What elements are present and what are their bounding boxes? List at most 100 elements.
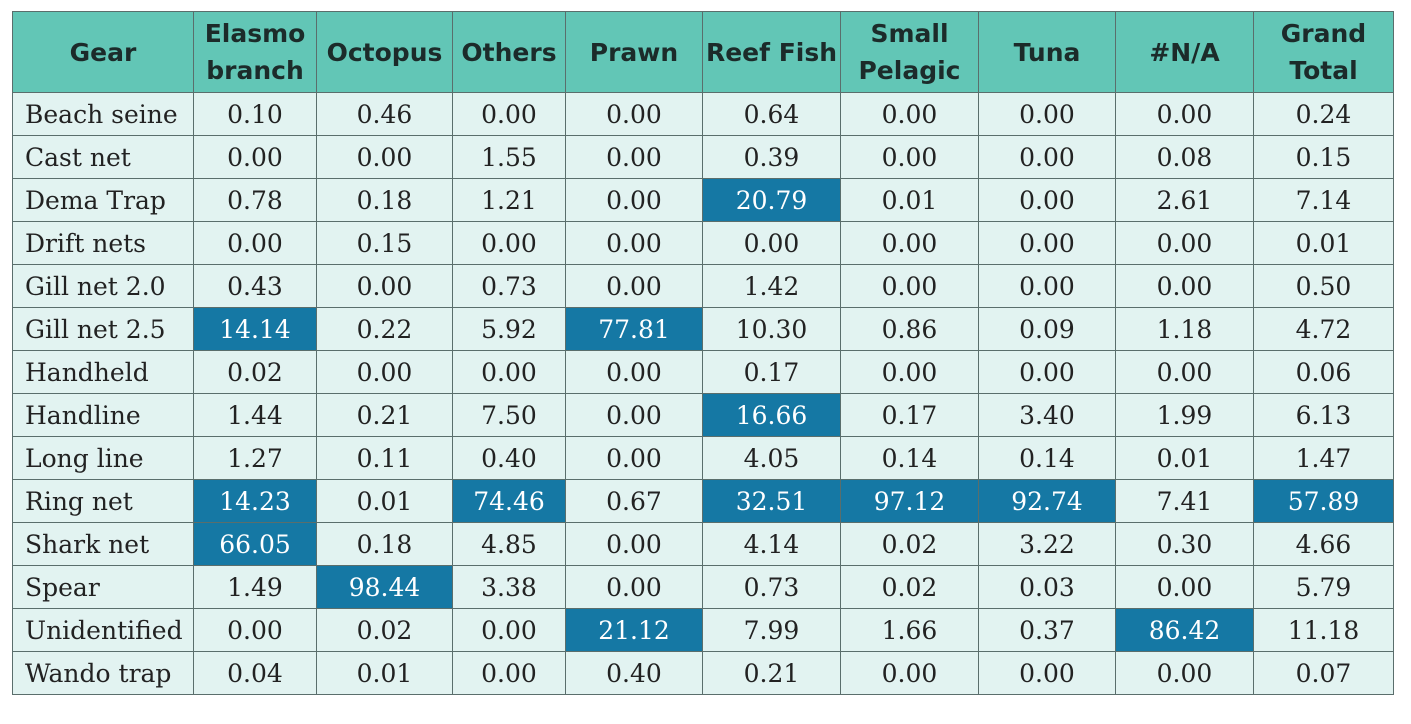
column-header: Octopus (316, 11, 453, 93)
gear-name-cell: Ring net (12, 479, 194, 523)
gear-name-cell: Shark net (12, 522, 194, 566)
value-cell: 0.00 (840, 92, 979, 136)
value-cell: 3.38 (452, 565, 566, 609)
table-header: Gear Elasmo branch Octopus Others Prawn Reef … (12, 11, 1394, 93)
value-cell: 0.00 (1115, 264, 1254, 308)
value-cell: 11.18 (1253, 608, 1394, 652)
value-cell: 0.00 (452, 92, 566, 136)
value-cell: 4.72 (1253, 307, 1394, 351)
value-cell: 0.46 (316, 92, 453, 136)
table-row: Cast net 0.00 0.00 1.55 0.00 0.39 0.00 0.00 0.08… (12, 135, 1394, 179)
gear-catch-table: Gear Elasmo branch Octopus Others Prawn Reef … (12, 11, 1394, 695)
highlighted-value-cell: 21.12 (565, 608, 703, 652)
value-cell: 0.00 (702, 221, 841, 265)
value-cell: 0.00 (452, 608, 566, 652)
value-cell: 0.00 (1115, 221, 1254, 265)
value-cell: 0.08 (1115, 135, 1254, 179)
highlighted-value-cell: 57.89 (1253, 479, 1394, 523)
value-cell: 0.00 (452, 350, 566, 394)
value-cell: 0.00 (840, 135, 979, 179)
value-cell: 0.00 (565, 264, 703, 308)
value-cell: 0.64 (702, 92, 841, 136)
value-cell: 0.17 (840, 393, 979, 437)
value-cell: 1.99 (1115, 393, 1254, 437)
column-header: Elasmo branch (193, 11, 317, 93)
value-cell: 0.00 (978, 135, 1116, 179)
value-cell: 0.00 (193, 221, 317, 265)
value-cell: 1.18 (1115, 307, 1254, 351)
value-cell: 0.73 (702, 565, 841, 609)
value-cell: 0.00 (840, 264, 979, 308)
value-cell: 0.18 (316, 178, 453, 222)
value-cell: 0.02 (193, 350, 317, 394)
value-cell: 0.01 (1253, 221, 1394, 265)
gear-name-cell: Cast net (12, 135, 194, 179)
gear-name-cell: Dema Trap (12, 178, 194, 222)
value-cell: 0.00 (565, 522, 703, 566)
table-row: Long line 1.27 0.11 0.40 0.00 4.05 0.14 0.14 0.0… (12, 436, 1394, 480)
value-cell: 0.15 (1253, 135, 1394, 179)
value-cell: 7.14 (1253, 178, 1394, 222)
value-cell: 0.02 (840, 522, 979, 566)
value-cell: 0.00 (978, 178, 1116, 222)
gear-name-cell: Handheld (12, 350, 194, 394)
value-cell: 0.00 (565, 350, 703, 394)
highlighted-value-cell: 14.23 (193, 479, 317, 523)
value-cell: 0.21 (702, 651, 841, 695)
highlighted-value-cell: 98.44 (316, 565, 453, 609)
value-cell: 0.00 (565, 178, 703, 222)
value-cell: 0.00 (1115, 651, 1254, 695)
highlighted-value-cell: 97.12 (840, 479, 979, 523)
value-cell: 0.01 (316, 651, 453, 695)
value-cell: 0.00 (565, 92, 703, 136)
column-header: Tuna (978, 11, 1116, 93)
value-cell: 0.00 (978, 350, 1116, 394)
value-cell: 0.00 (840, 221, 979, 265)
value-cell: 1.42 (702, 264, 841, 308)
column-header-gear: Gear (12, 11, 194, 93)
value-cell: 0.01 (1115, 436, 1254, 480)
gear-name-cell: Beach seine (12, 92, 194, 136)
value-cell: 0.00 (316, 350, 453, 394)
value-cell: 1.47 (1253, 436, 1394, 480)
gear-name-cell: Handline (12, 393, 194, 437)
gear-name-cell: Drift nets (12, 221, 194, 265)
value-cell: 3.22 (978, 522, 1116, 566)
value-cell: 10.30 (702, 307, 841, 351)
value-cell: 0.00 (565, 565, 703, 609)
value-cell: 0.18 (316, 522, 453, 566)
value-cell: 0.40 (565, 651, 703, 695)
value-cell: 0.15 (316, 221, 453, 265)
gear-name-cell: Gill net 2.0 (12, 264, 194, 308)
value-cell: 2.61 (1115, 178, 1254, 222)
value-cell: 0.40 (452, 436, 566, 480)
table-row: Dema Trap 0.78 0.18 1.21 0.00 20.79 0.01 0.00 2.… (12, 178, 1394, 222)
highlighted-value-cell: 86.42 (1115, 608, 1254, 652)
highlighted-value-cell: 74.46 (452, 479, 566, 523)
value-cell: 0.00 (316, 264, 453, 308)
value-cell: 4.05 (702, 436, 841, 480)
header-row: Gear Elasmo branch Octopus Others Prawn Reef … (12, 11, 1394, 93)
table-row: Beach seine 0.10 0.46 0.00 0.00 0.64 0.00 0.00 0… (12, 92, 1394, 136)
column-header: #N/A (1115, 11, 1254, 93)
value-cell: 0.00 (978, 651, 1116, 695)
column-header: Prawn (565, 11, 703, 93)
value-cell: 0.00 (452, 221, 566, 265)
value-cell: 0.43 (193, 264, 317, 308)
value-cell: 0.50 (1253, 264, 1394, 308)
value-cell: 1.66 (840, 608, 979, 652)
value-cell: 0.00 (1115, 92, 1254, 136)
value-cell: 0.01 (316, 479, 453, 523)
value-cell: 0.73 (452, 264, 566, 308)
value-cell: 0.00 (840, 651, 979, 695)
value-cell: 1.44 (193, 393, 317, 437)
value-cell: 0.10 (193, 92, 317, 136)
gear-name-cell: Wando trap (12, 651, 194, 695)
gear-name-cell: Long line (12, 436, 194, 480)
table-body: Beach seine 0.10 0.46 0.00 0.00 0.64 0.00 0.00 0… (12, 92, 1394, 695)
table-row: Unidentified 0.00 0.02 0.00 21.12 7.99 1.66 0.3… (12, 608, 1394, 652)
table-row: Handline 1.44 0.21 7.50 0.00 16.66 0.17 3.40 1.9… (12, 393, 1394, 437)
value-cell: 0.06 (1253, 350, 1394, 394)
value-cell: 7.41 (1115, 479, 1254, 523)
value-cell: 0.17 (702, 350, 841, 394)
